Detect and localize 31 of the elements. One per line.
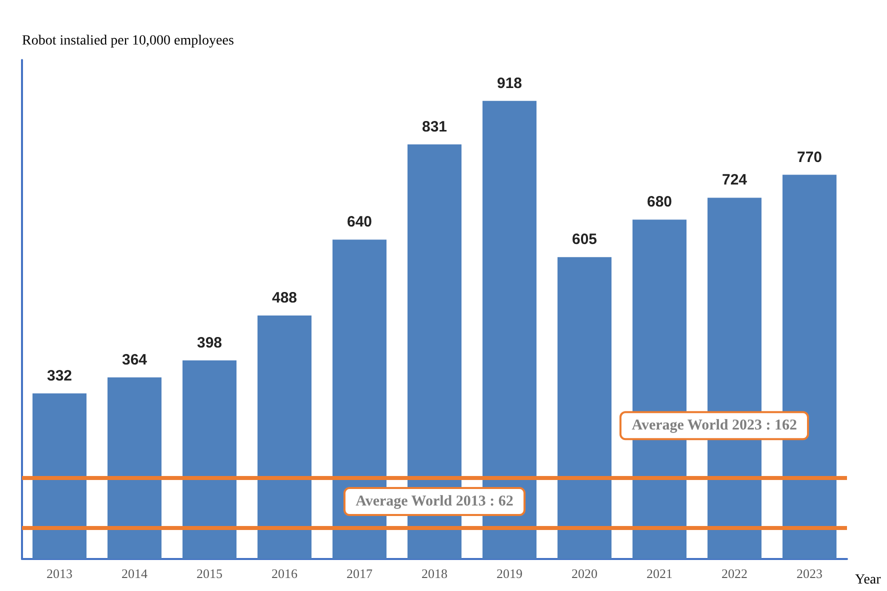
x-tick-label: 2014	[122, 566, 148, 581]
data-label: 605	[572, 231, 598, 248]
data-label: 640	[346, 214, 372, 231]
x-tick-label: 2023	[796, 566, 822, 581]
data-label: 488	[272, 289, 298, 306]
bar	[182, 360, 236, 559]
x-tick-label: 2021	[646, 566, 672, 581]
data-label: 364	[122, 351, 148, 368]
data-label: 831	[422, 118, 448, 136]
x-tick-label: 2015	[196, 566, 222, 581]
x-tick-label: 2016	[272, 566, 298, 581]
data-label: 398	[196, 334, 222, 352]
data-label: 680	[646, 194, 672, 211]
x-tick-label: 2019	[496, 566, 522, 581]
x-tick-label: 2018	[422, 566, 448, 581]
x-axis-title: Year	[855, 572, 882, 588]
data-label: 332	[46, 367, 72, 384]
x-tick-label: 2020	[572, 566, 598, 581]
ref-line-label: Average World 2023 : 162	[632, 418, 797, 434]
y-axis-title: Robot instalied per 10,000 employees	[22, 34, 234, 48]
bar	[108, 377, 162, 559]
data-label: 724	[722, 172, 748, 189]
ref-line-label: Average World 2013 : 62	[356, 494, 514, 510]
x-tick-label: 2022	[722, 566, 748, 581]
data-label: 770	[796, 148, 822, 166]
x-tick-label: 2013	[46, 566, 72, 581]
bar	[258, 315, 312, 559]
x-tick-label: 2017	[346, 566, 373, 581]
data-label: 918	[496, 74, 522, 92]
bar	[32, 393, 86, 559]
bar	[558, 257, 612, 559]
